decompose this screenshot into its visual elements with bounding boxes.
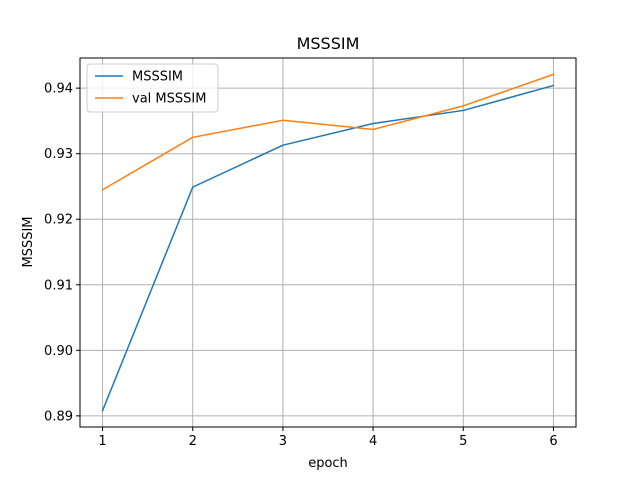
grid [80, 58, 576, 427]
legend: MSSSIM val MSSSIM [86, 63, 219, 113]
x-axis-label: epoch [308, 456, 348, 471]
y-tick-label: 0.94 [44, 82, 73, 97]
x-tick-label: 3 [279, 434, 287, 449]
plot-frame [79, 57, 577, 428]
series-line-val-msssim [101, 73, 555, 191]
y-tick-label: 0.91 [44, 278, 73, 293]
x-tick-label: 4 [369, 434, 377, 449]
series-line-msssim [101, 84, 555, 412]
legend-label-msssim: MSSSIM [132, 70, 183, 85]
legend-label-val-msssim: val MSSSIM [132, 92, 206, 107]
y-axis-label: MSSSIM [21, 216, 36, 267]
y-tick-label: 0.89 [44, 409, 73, 424]
x-tick-label: 5 [459, 434, 467, 449]
y-tick-label: 0.92 [44, 213, 73, 228]
series-lines [101, 73, 555, 412]
y-tick-label: 0.93 [44, 147, 73, 162]
axis-ticks: 1 2 3 4 5 6 0.89 0.90 0.91 0.92 0.93 0.94 [44, 82, 558, 449]
x-tick-label: 1 [98, 434, 106, 449]
x-tick-label: 6 [549, 434, 557, 449]
y-tick-label: 0.90 [44, 344, 73, 359]
x-tick-label: 2 [189, 434, 197, 449]
chart-title: MSSSIM [297, 34, 360, 53]
